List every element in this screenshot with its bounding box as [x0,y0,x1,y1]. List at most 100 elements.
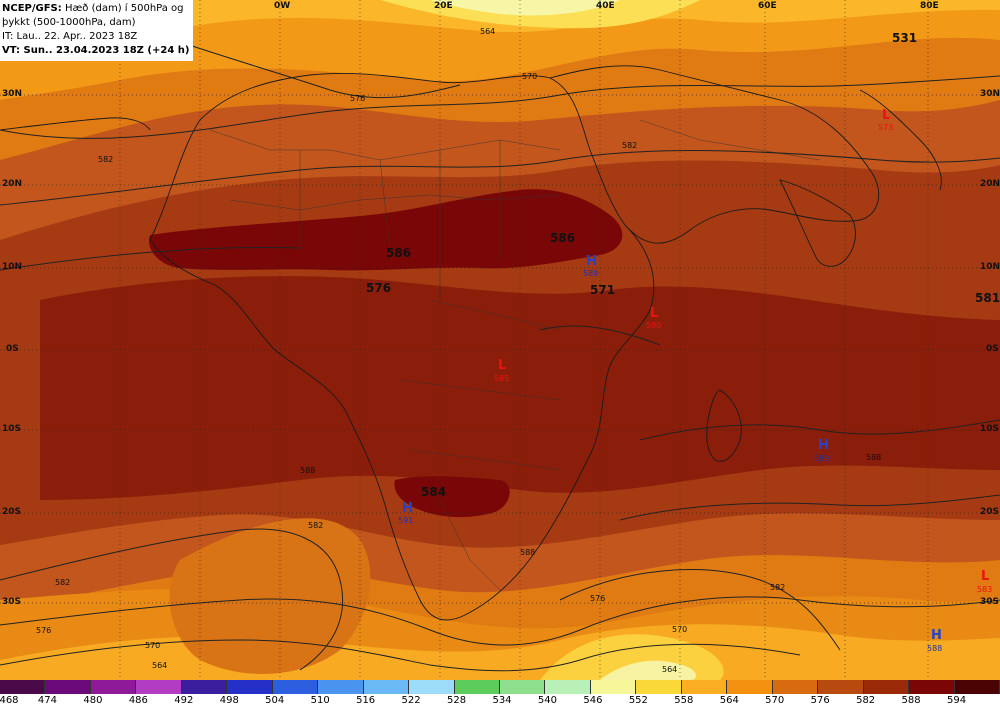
colorbar-swatch [45,680,91,694]
colorbar-value: 468 [0,695,19,706]
contour-label: 588 [866,453,881,462]
colorbar-swatch [772,680,819,694]
thickness-label: 571 [590,283,615,297]
colorbar-swatch [590,680,637,694]
colorbar-swatch [727,680,773,694]
colorbar-swatch [681,680,728,694]
lon-label: 60E [758,1,777,11]
high-pressure-letter: H [931,628,942,643]
colorbar-value: 588 [901,695,921,706]
lat-label-right: 30N [980,89,1000,99]
colorbar-value: 558 [674,695,694,706]
colorbar-value: 498 [219,695,239,706]
initial-time: IT: Lau.. 22. Apr.. 2023 18Z [2,31,138,42]
colorbar-value: 516 [356,695,376,706]
contour-label: 582 [55,578,70,587]
high-pressure-letter: H [402,501,413,516]
contour-label: 582 [770,583,785,592]
colorbar-value: 570 [765,695,785,706]
contour-label: 582 [308,521,323,530]
colorbar-swatch [90,680,137,694]
lat-label-left: 10S [2,424,22,434]
header-info-box: NCEP/GFS: Hæð (dam) í 500hPa og þykkt (5… [0,0,194,61]
colorbar-value: 594 [946,695,967,706]
colorbar-swatch [0,680,46,694]
colorbar-swatch [545,680,591,694]
low-pressure-letter: L [981,569,989,584]
colorbar-swatch [499,680,546,694]
high-pressure-value: 588 [927,644,942,653]
colorbar-value: 534 [492,695,512,706]
lon-label: 0W [274,1,291,11]
lat-label-left: 20S [2,507,22,517]
high-pressure-value: 591 [398,516,413,525]
field-description: Hæð (dam) í 500hPa og [64,3,184,14]
lat-label-right: 20S [980,507,1000,517]
colorbar-value: 474 [37,695,57,706]
lat-label-left: 10N [2,262,23,272]
coastlines [0,65,942,621]
contour-label: 564 [662,665,677,674]
thickness-label: 584 [421,485,446,499]
country-borders [209,119,821,591]
colorbar-swatch [636,680,682,694]
colorbar-value: 528 [446,695,467,706]
high-pressure-letter: H [818,438,829,453]
field-band-south-552 [600,660,696,680]
contour-label: 576 [36,626,51,635]
contour-label: 588 [520,548,535,557]
colorbar-value: 564 [719,695,739,706]
contour-label: 570 [522,72,537,81]
field-band-north-558 [0,0,1000,100]
lat-label-left: 30S [2,597,22,607]
thickness-label: 586 [550,231,575,245]
low-pressure-value: 583 [977,585,992,594]
colorbar-value: 552 [628,695,648,706]
lon-label: 20E [434,1,453,11]
colorbar-value: 504 [265,695,285,706]
lon-label: 40E [596,1,615,11]
field-core-594-west [149,189,623,271]
colorbar-value: 492 [174,695,194,706]
thickness-label: 581 [975,291,1000,305]
contour-labels: 582 576 570 564 582 588 588 582 576 570 … [36,27,881,674]
colorbar-value: 486 [128,695,148,706]
colorbar-value: 546 [583,695,603,706]
colorbar-swatch [363,680,410,694]
low-pressure-value: 573 [878,123,893,132]
colorbar-swatch [454,680,500,694]
lat-label-left: 20N [2,179,23,189]
low-pressure-letter: L [498,358,506,373]
lat-label-right: 0S [986,344,999,354]
field-band-west-ocean [169,518,371,674]
low-pressure-value: 580 [646,321,661,330]
field-core-594-south [394,476,510,518]
lat-label-right: 10S [980,424,1000,434]
contour-label: 570 [672,625,687,634]
field-band-north-540 [430,0,620,16]
header-line-1: NCEP/GFS: Hæð (dam) í 500hPa og [2,2,189,16]
colorbar-swatch [909,680,955,694]
low-pressure-letter: L [882,108,890,123]
colorbar-swatch [227,680,273,694]
valid-time: VT: Sun.. 23.04.2023 18Z (+24 h) [2,45,190,56]
lat-label-left: 30N [2,89,23,99]
contour-label: 576 [590,594,605,603]
height-contours [0,24,1000,672]
colorbar-value: 510 [310,695,330,706]
weather-map: 582 576 570 564 582 588 588 582 576 570 … [0,0,1000,680]
colorbar-swatches [0,680,1000,694]
contour-label: 588 [300,466,315,475]
contour-label: 570 [145,641,160,650]
thickness-label: 531 [892,31,917,45]
lat-label-right: 20N [980,179,1000,189]
lon-label: 80E [920,1,939,11]
colorbar-value: 540 [537,695,557,706]
colorbar-value: 582 [856,695,876,706]
model-name: NCEP/GFS: [2,3,62,14]
high-pressure-value: 589 [583,269,598,278]
colorbar-swatch [954,680,1000,694]
colorbar-labels: 468 474 480 486 492 498 504 510 516 522 528 534 540 5… [0,695,1000,708]
lat-label-right: 30S [980,597,1000,607]
high-pressure-letter: H [586,254,597,269]
